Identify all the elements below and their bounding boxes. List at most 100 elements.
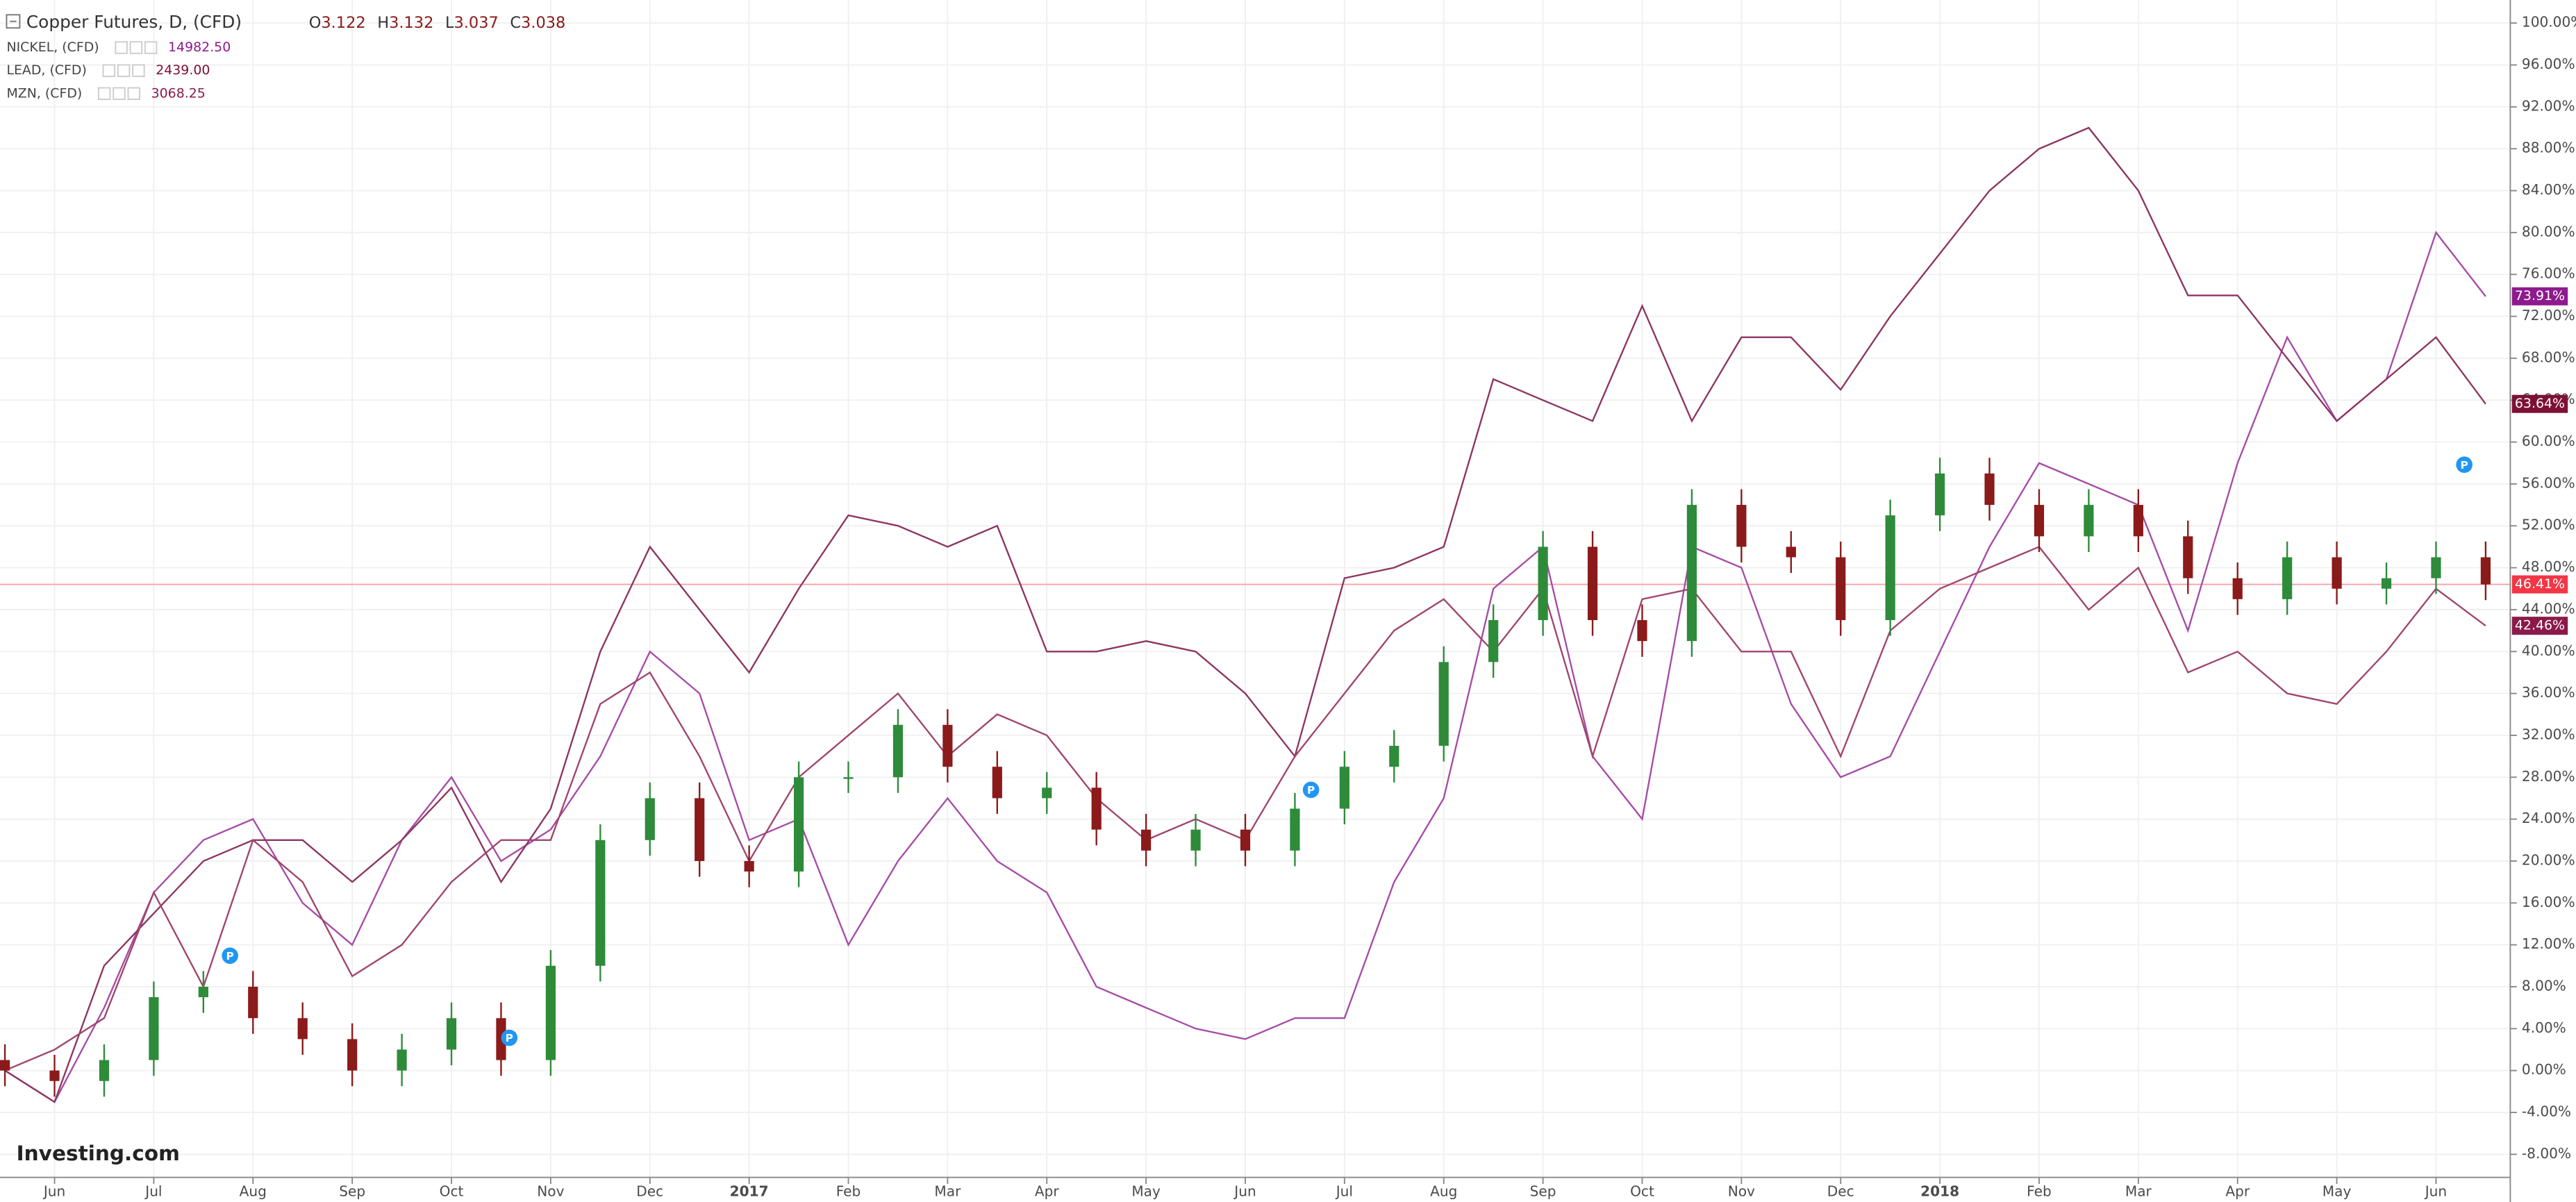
candle-body [248,986,258,1019]
y-tick-label: 0.00% [2522,1061,2566,1078]
x-tick-label: Mar [2125,1183,2152,1199]
legend-icon[interactable] [129,41,143,54]
x-tick-label: Feb [2027,1183,2052,1199]
candle-body [2332,557,2342,589]
y-tick-label: 96.00% [2522,56,2575,72]
candle-body [49,1070,60,1081]
candle-body [1538,546,1548,621]
candle-body [2480,557,2491,585]
candle-body [744,860,754,872]
candle-body [1190,829,1201,851]
legend-icon[interactable] [97,87,111,101]
x-tick-label: May [2322,1183,2352,1199]
x-tick-label: Feb [836,1183,861,1199]
candle-body [1836,557,1846,621]
candle-body [1438,662,1449,746]
x-tick-label: Apr [1035,1183,1060,1199]
legend-icon[interactable] [115,41,128,54]
candle-body [1984,473,1995,506]
x-tick-label: Dec [1827,1183,1854,1199]
x-tick-label: May [1131,1183,1161,1199]
legend-icon[interactable] [113,87,126,101]
watermark: Investing.com [17,1142,180,1165]
price-tag-label: 42.46% [2515,618,2565,633]
x-tick-label: Oct [440,1183,464,1199]
x-tick-label: Sep [339,1183,365,1199]
y-tick-label: 68.00% [2522,349,2575,365]
y-tick-label: 44.00% [2522,600,2575,617]
event-marker[interactable] [2456,456,2473,474]
candle-body [0,1060,10,1071]
collapse-icon[interactable] [6,14,21,29]
y-tick-label: 80.00% [2522,223,2575,240]
x-tick-label: Jun [2424,1183,2447,1199]
y-tick-label: 100.00% [2522,14,2576,31]
price-tag [2511,287,2568,306]
legend-value: 3068.25 [151,85,206,101]
comparison-line [4,126,2486,1103]
candle-body [1389,746,1399,767]
x-tick-label: Jul [1335,1183,1353,1199]
y-tick-label: 8.00% [2522,977,2566,994]
event-marker[interactable] [1302,781,1320,799]
x-tick-label: 2017 [730,1183,769,1199]
candle-body [347,1039,358,1071]
candle-body [2183,536,2193,578]
readout-value: 3.037 [454,14,498,32]
x-tick-label: Aug [240,1183,267,1199]
candle-body [843,777,854,779]
legend-icon[interactable] [132,64,145,77]
readout-value: 3.132 [389,14,433,32]
readout-key: L [445,14,454,32]
y-tick-label: 24.00% [2522,810,2575,826]
candle-body [1587,546,1598,621]
candle-body [1141,829,1152,851]
candle-body [2084,505,2094,537]
x-tick-label: Nov [537,1183,564,1199]
y-tick-label: 28.00% [2522,768,2575,785]
y-tick-label: 88.00% [2522,140,2575,156]
price-tag [2511,617,2568,635]
price-tag-label: 63.64% [2515,396,2565,411]
candle-body [992,767,1002,799]
event-marker-label: P [226,950,234,962]
legend-icon[interactable] [127,87,141,101]
legend-name: NICKEL, (CFD) [6,40,99,55]
candle-body [1885,515,1895,621]
x-tick-label: Nov [1728,1183,1755,1199]
candle-body [198,986,208,998]
event-marker-label: P [506,1032,513,1044]
legend-icon[interactable] [102,64,116,77]
candle-body [1935,473,1945,516]
candle-body [545,965,556,1060]
y-tick-label: 48.00% [2522,558,2575,575]
y-tick-label: 84.00% [2522,181,2575,198]
candle-body [1339,767,1349,809]
comparison-line [4,231,2486,1103]
x-tick-label: Aug [1430,1183,1457,1199]
candle-body [397,1049,407,1071]
plot-area: P P P P [0,126,2491,1103]
x-tick-label: Jul [144,1183,162,1199]
x-tick-label: 2018 [1920,1183,1959,1199]
candle-body [496,1018,506,1060]
event-marker[interactable] [222,947,238,965]
candle-body [2431,557,2441,578]
x-tick-label: Dec [636,1183,663,1199]
readout-key: C [510,14,521,32]
event-marker[interactable] [501,1029,518,1046]
legend-icon[interactable] [144,41,158,54]
chart-title: Copper Futures, D, (CFD) [26,12,242,32]
candle-body [2034,505,2045,537]
candle-body [1042,787,1052,799]
legend-name: LEAD, (CFD) [6,62,86,78]
event-marker-label: P [1307,784,1315,796]
y-tick-label: 36.00% [2522,684,2575,701]
candle-body [695,798,705,861]
y-tick-label: -8.00% [2522,1145,2571,1162]
candle-body [2282,557,2293,599]
legend-icon[interactable] [117,64,131,77]
